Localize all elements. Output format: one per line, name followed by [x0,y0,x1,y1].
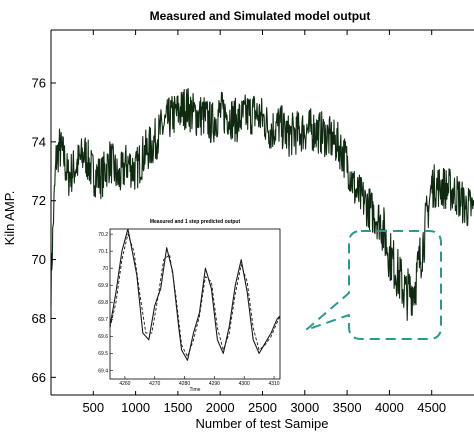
inset-y-tick-label: 69.4 [98,368,108,374]
y-axis-label: Kiln AMP. [2,191,17,246]
inset-y-tick-label: 69.7 [98,317,108,323]
x-tick-label: 2000 [206,400,235,415]
y-tick-label: 74 [32,134,46,149]
y-tick-label: 70 [32,252,46,267]
x-tick-label: 1000 [121,400,150,415]
inset-background [82,211,282,391]
inset-x-axis-label: Time [190,387,201,393]
inset-frame [109,228,281,380]
inset-x-tick-label: 4270 [149,381,160,387]
inset-y-tick-label: 70 [102,266,108,272]
x-tick-label: 500 [82,400,104,415]
x-tick-label: 3500 [333,400,362,415]
inset-x-tick-label: 4300 [239,381,250,387]
inset-x-tick-label: 4280 [179,381,190,387]
inset-y-tick-label: 69.6 [98,334,108,340]
x-tick-label: 4500 [417,400,446,415]
inset-x-tick-label: 4310 [268,381,279,387]
callout-annotation [305,230,442,340]
measured-series-line [50,87,474,321]
y-tick-label: 66 [32,370,46,385]
inset-chart: Measured and 1 step predicted output Time… [82,211,282,393]
inset-y-tick-label: 70.2 [98,232,108,238]
inset-y-tick-label: 69.8 [98,300,108,306]
inset-title: Measured and 1 step predicted output [150,219,241,225]
inset-x-tick-label: 4290 [209,381,220,387]
x-tick-label: 3000 [290,400,319,415]
plot-area: 500 1000 1500 2000 2500 3000 3500 4000 4500 66 68 7… [32,29,474,415]
y-tick-label: 76 [32,75,46,90]
x-tick-label: 1500 [163,400,192,415]
x-tick-label: 2500 [248,400,277,415]
inset-y-tick-label: 69.9 [98,283,108,289]
inset-y-tick-label: 69.5 [98,351,108,357]
inset-x-tick-label: 4260 [119,381,130,387]
y-tick-label: 72 [32,193,46,208]
callout-bubble [305,230,442,340]
chart-title: Measured and Simulated model output [150,9,371,23]
x-axis-label: Number of test Samipe [196,416,329,431]
y-tick-label: 68 [32,311,46,326]
x-tick-label: 4000 [375,400,404,415]
inset-y-tick-label: 70.1 [98,249,108,255]
